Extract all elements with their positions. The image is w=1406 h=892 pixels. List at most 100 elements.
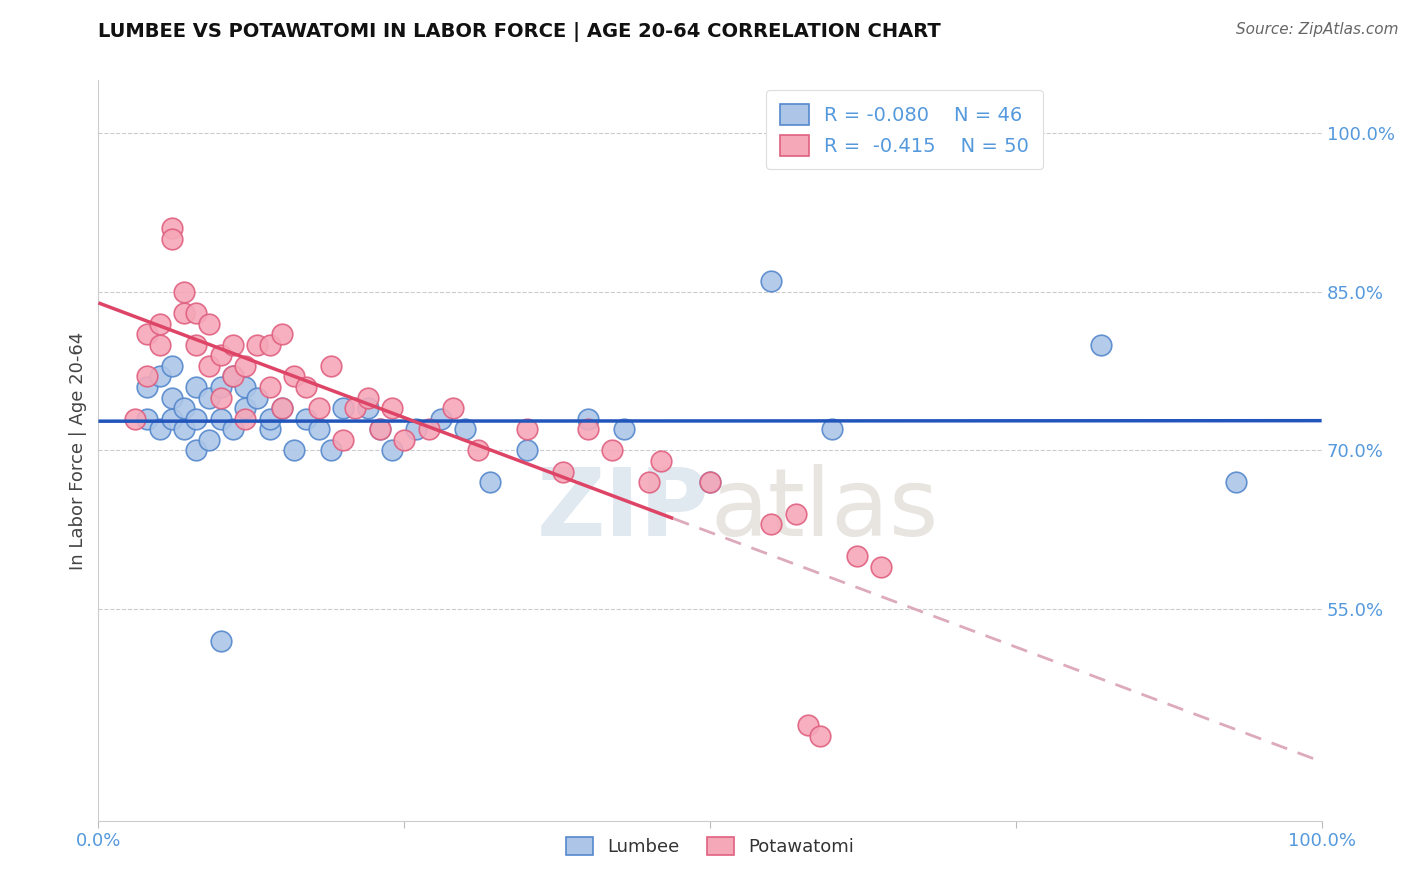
Point (246, 391, 269, 405)
Point (454, 422, 477, 436)
Point (270, 401, 294, 416)
Point (233, 401, 256, 416)
Point (149, 337, 172, 351)
Point (186, 306, 208, 320)
Text: LUMBEE VS POTAWATOMI IN LABOR FORCE | AGE 20-64 CORRELATION CHART: LUMBEE VS POTAWATOMI IN LABOR FORCE | AG… (98, 22, 941, 42)
Text: Source: ZipAtlas.com: Source: ZipAtlas.com (1236, 22, 1399, 37)
Point (295, 380, 318, 394)
Point (821, 422, 844, 436)
Point (222, 369, 245, 384)
Point (332, 401, 354, 416)
Point (197, 391, 219, 405)
Point (209, 411, 232, 425)
Point (197, 317, 219, 331)
Point (319, 443, 342, 458)
Point (222, 337, 245, 351)
Point (173, 285, 195, 299)
Point (308, 401, 330, 416)
Point (381, 443, 404, 458)
Legend: Lumbee, Potawatomi: Lumbee, Potawatomi (558, 830, 862, 863)
Point (209, 380, 232, 394)
Point (761, 517, 783, 532)
Point (186, 337, 208, 351)
Point (209, 348, 232, 362)
Point (136, 380, 159, 394)
Y-axis label: In Labor Force | Age 20-64: In Labor Force | Age 20-64 (69, 331, 87, 570)
Point (870, 559, 893, 574)
Point (576, 411, 599, 425)
Point (197, 359, 219, 373)
Point (638, 475, 661, 490)
Point (136, 327, 159, 342)
Point (149, 422, 172, 436)
Point (173, 401, 195, 416)
Point (186, 411, 208, 425)
Point (600, 443, 623, 458)
Point (149, 369, 172, 384)
Point (136, 411, 159, 425)
Point (246, 337, 269, 351)
Point (173, 306, 195, 320)
Point (808, 729, 831, 743)
Point (1090, 337, 1112, 351)
Point (270, 327, 294, 342)
Point (233, 411, 256, 425)
Point (356, 391, 378, 405)
Point (233, 380, 256, 394)
Point (160, 221, 183, 235)
Point (1225, 475, 1247, 490)
Point (368, 422, 391, 436)
Point (430, 411, 453, 425)
Point (356, 401, 378, 416)
Point (173, 422, 195, 436)
Point (270, 401, 294, 416)
Point (259, 337, 281, 351)
Point (222, 369, 245, 384)
Point (392, 433, 416, 447)
Point (478, 475, 501, 490)
Point (259, 411, 281, 425)
Point (197, 433, 219, 447)
Point (222, 422, 245, 436)
Point (160, 411, 183, 425)
Point (418, 422, 440, 436)
Text: atlas: atlas (710, 464, 938, 556)
Point (699, 475, 721, 490)
Point (186, 443, 208, 458)
Point (368, 422, 391, 436)
Point (233, 359, 256, 373)
Point (259, 422, 281, 436)
Point (308, 422, 330, 436)
Point (259, 380, 281, 394)
Point (515, 443, 537, 458)
Point (295, 411, 318, 425)
Point (515, 422, 537, 436)
Point (209, 633, 232, 648)
Point (283, 443, 305, 458)
Point (344, 401, 367, 416)
Point (467, 443, 489, 458)
Point (699, 475, 721, 490)
Point (186, 380, 208, 394)
Point (650, 454, 672, 468)
Point (124, 411, 146, 425)
Text: ZIP: ZIP (537, 464, 710, 556)
Point (613, 422, 636, 436)
Point (160, 391, 183, 405)
Point (332, 433, 354, 447)
Point (381, 401, 404, 416)
Point (761, 274, 783, 288)
Point (785, 507, 807, 521)
Point (797, 718, 820, 732)
Point (209, 391, 232, 405)
Point (160, 232, 183, 246)
Point (845, 549, 868, 564)
Point (405, 422, 427, 436)
Point (160, 359, 183, 373)
Point (319, 359, 342, 373)
Point (576, 422, 599, 436)
Point (149, 317, 172, 331)
Point (441, 401, 464, 416)
Point (283, 369, 305, 384)
Point (553, 465, 575, 479)
